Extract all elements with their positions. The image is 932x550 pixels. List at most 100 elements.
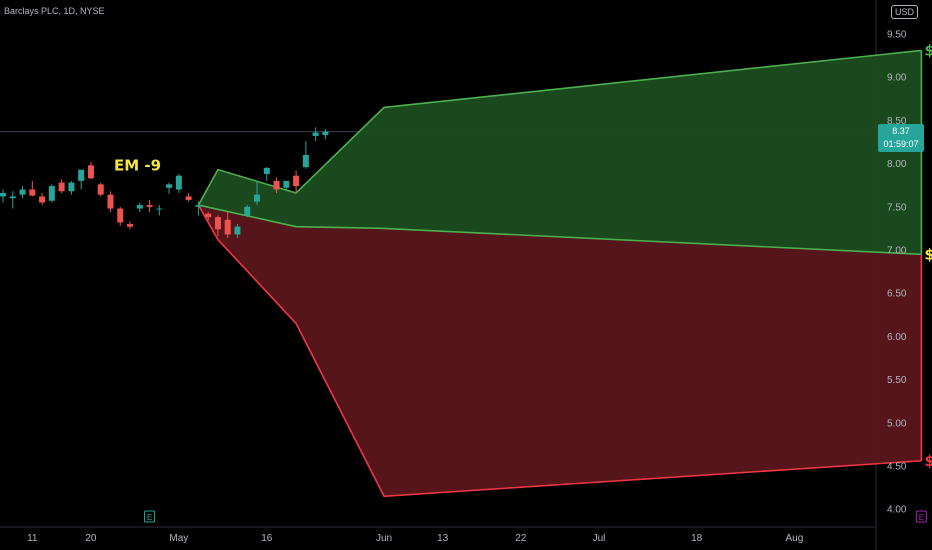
y-tick-label: 6.50 <box>887 289 907 300</box>
time-axis[interactable]: 11 20 May 16 Jun 13 22 Jul 18 Aug <box>27 533 803 544</box>
x-tick-label: 13 <box>437 533 449 544</box>
x-tick-label: 20 <box>85 533 97 544</box>
y-tick-label: 7.50 <box>887 202 907 213</box>
candle-body <box>166 184 173 188</box>
earnings-marker-letter: E <box>919 513 924 522</box>
x-tick-label: May <box>169 533 188 544</box>
lower-target-label: $4.56 <box>924 452 932 470</box>
candle-body <box>312 132 319 136</box>
candle-body <box>214 217 221 230</box>
candle <box>312 127 319 142</box>
candle-body <box>195 205 202 207</box>
candle-body <box>322 131 329 136</box>
candles <box>0 127 329 238</box>
last-price-value: 8.37 <box>892 126 910 136</box>
candle <box>0 189 6 203</box>
candle <box>224 211 231 238</box>
candle-body <box>254 194 261 202</box>
upside-zone <box>198 50 922 255</box>
x-tick-label: 22 <box>515 533 527 544</box>
y-tick-label: 4.50 <box>887 462 907 473</box>
candle-body <box>234 226 241 235</box>
currency-button[interactable]: USD <box>890 5 918 19</box>
y-tick-label: 9.00 <box>887 73 907 84</box>
candle <box>107 191 114 212</box>
candle <box>302 141 309 169</box>
candle <box>136 202 143 212</box>
candle-body <box>87 165 94 179</box>
candle <box>68 180 75 195</box>
candle-body <box>0 192 6 197</box>
candle-body <box>78 169 85 181</box>
price-axis[interactable]: 9.50 9.00 8.50 8.00 7.50 7.00 6.50 6.00 5.50 5.00… <box>887 30 907 516</box>
x-tick-label: Jun <box>376 533 392 544</box>
earnings-marker: E <box>915 510 927 523</box>
candle <box>195 201 202 216</box>
candle <box>48 184 55 203</box>
candle <box>263 167 270 181</box>
candle <box>78 169 85 190</box>
candle-body <box>205 213 212 218</box>
expected-move-zones <box>197 49 923 498</box>
candle <box>97 182 104 197</box>
y-tick-label: 4.00 <box>887 505 907 516</box>
x-tick-label: Aug <box>785 533 803 544</box>
candle-body <box>185 196 192 200</box>
candle <box>283 180 290 192</box>
candle <box>214 215 221 237</box>
earnings-marker-box <box>915 510 927 523</box>
symbol-title[interactable]: Barclays PLC, 1D, NYSE <box>4 6 105 16</box>
candle <box>234 224 241 238</box>
candle-body <box>127 224 134 227</box>
candle <box>293 170 300 193</box>
candle-body <box>175 175 182 190</box>
candle <box>117 206 124 226</box>
y-tick-label: 9.50 <box>887 30 907 41</box>
y-tick-label: 5.00 <box>887 418 907 429</box>
candle-body <box>263 167 270 174</box>
candle-body <box>283 180 290 188</box>
candle-body <box>224 219 231 235</box>
candle <box>58 179 65 193</box>
candle <box>205 211 212 221</box>
y-tick-label: 8.50 <box>887 116 907 127</box>
candle-body <box>107 194 114 209</box>
y-tick-label: 5.50 <box>887 375 907 386</box>
candle-body <box>19 189 26 195</box>
candle-body <box>302 154 309 168</box>
candle-body <box>68 182 75 192</box>
upper-target-label: $9.31 <box>924 41 932 59</box>
candle <box>273 177 280 193</box>
candle <box>322 129 329 140</box>
candle-body <box>244 206 251 216</box>
candle <box>254 180 261 206</box>
candle-body <box>117 208 124 223</box>
bar-countdown: 01:59:07 <box>883 139 919 149</box>
earnings-marker-letter: E <box>147 513 152 522</box>
candle <box>175 173 182 193</box>
candle-body <box>136 205 143 209</box>
candle-body <box>97 184 104 195</box>
downside-zone <box>198 205 922 497</box>
y-tick-label: 7.00 <box>887 246 907 257</box>
y-tick-label: 8.00 <box>887 159 907 170</box>
candle <box>39 192 46 206</box>
candle <box>244 205 251 218</box>
earnings-marker: E <box>144 510 156 523</box>
last-price-badge: 8.37 01:59:07 <box>878 124 924 152</box>
candle-body <box>58 182 65 192</box>
candle <box>185 192 192 202</box>
y-tick-label: 6.00 <box>887 332 907 343</box>
x-tick-label: Jul <box>593 533 606 544</box>
candle-body <box>273 180 280 190</box>
candle <box>146 199 153 212</box>
candle <box>127 221 134 230</box>
candle-body <box>39 196 46 203</box>
candle <box>9 191 16 209</box>
candle <box>156 205 163 216</box>
candle-body <box>146 205 153 207</box>
candle-body <box>293 175 300 187</box>
candle-body <box>9 196 16 199</box>
earnings-marker-box <box>144 510 156 523</box>
